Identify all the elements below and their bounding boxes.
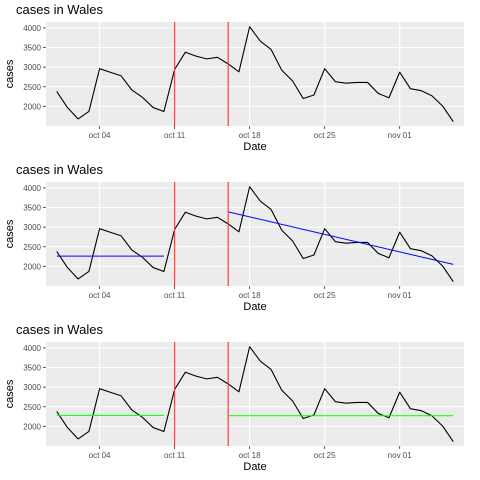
y-axis-label: cases	[4, 59, 16, 88]
y-tick-label: 3500	[23, 204, 41, 213]
x-axis-label: Date	[243, 461, 266, 473]
chart-panel-3: cases in Wales 2000 2500 3000 3500 4000 oct 04…	[4, 322, 464, 473]
x-tick-label: nov 01	[388, 451, 413, 460]
y-tick-label: 2500	[23, 83, 41, 92]
y-tick-label: 2500	[23, 243, 41, 252]
x-tick-label: oct 04	[89, 291, 111, 300]
cases-series-line	[56, 186, 454, 282]
x-tick-label: oct 11	[164, 451, 186, 460]
y-tick-label: 2000	[23, 262, 41, 271]
cases-series-line	[56, 346, 454, 442]
x-tick-label: oct 11	[164, 131, 186, 140]
trend-line	[228, 211, 454, 265]
x-tick-label: oct 18	[239, 291, 261, 300]
x-tick-label: oct 25	[314, 451, 336, 460]
x-axis-label: Date	[243, 141, 266, 153]
y-tick-label: 4000	[23, 184, 41, 193]
y-tick-label: 4000	[23, 344, 41, 353]
chart-title: cases in Wales	[16, 322, 103, 337]
x-tick-label: oct 04	[89, 451, 111, 460]
y-axis-label: cases	[4, 219, 16, 248]
x-tick-label: oct 11	[164, 291, 186, 300]
y-tick-label: 3000	[23, 63, 41, 72]
y-tick-label: 4000	[23, 24, 41, 33]
y-tick-label: 3000	[23, 383, 41, 392]
chart-panel-1: cases in Wales 2000 2500 3000 3500 4000 oct 04…	[4, 2, 464, 153]
x-tick-label: nov 01	[388, 291, 413, 300]
y-axis-label: cases	[4, 379, 16, 408]
x-tick-label: oct 25	[314, 131, 336, 140]
x-tick-label: oct 18	[239, 451, 261, 460]
y-tick-label: 3500	[23, 44, 41, 53]
chart-panel-2: cases in Wales 2000 2500 3000 3500 4000 oct 04…	[4, 162, 464, 313]
chart-title: cases in Wales	[16, 162, 103, 177]
y-tick-label: 2000	[23, 102, 41, 111]
cases-series-line	[56, 26, 454, 122]
x-tick-label: oct 25	[314, 291, 336, 300]
x-axis-label: Date	[243, 301, 266, 313]
x-tick-label: oct 18	[239, 131, 261, 140]
y-tick-label: 3500	[23, 364, 41, 373]
chart-title: cases in Wales	[16, 2, 103, 17]
y-tick-label: 2000	[23, 422, 41, 431]
y-tick-label: 2500	[23, 403, 41, 412]
x-tick-label: oct 04	[89, 131, 111, 140]
y-tick-label: 3000	[23, 223, 41, 232]
x-tick-label: nov 01	[388, 131, 413, 140]
